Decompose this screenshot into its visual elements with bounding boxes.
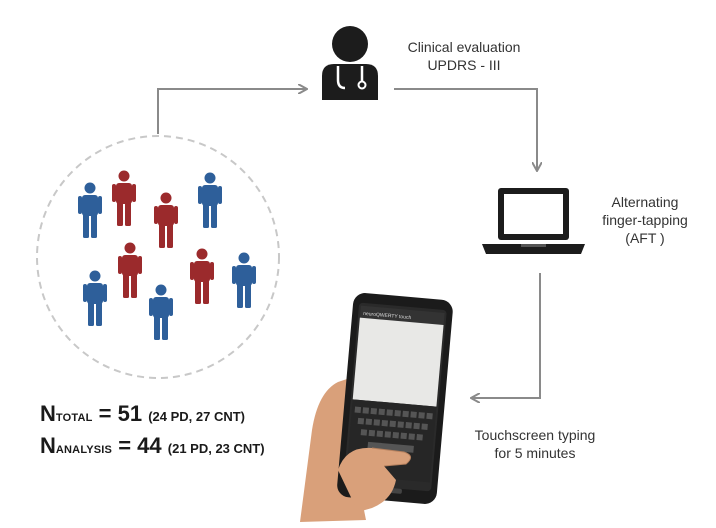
stat-analysis-detail: (21 PD, 23 CNT) — [167, 441, 265, 456]
aft-line1: Alternating — [611, 194, 679, 210]
stat-analysis: NANALYSIS = 44 (21 PD, 23 CNT) — [40, 433, 265, 459]
person-pd-icon — [112, 170, 136, 226]
arrow-to-aft — [394, 88, 537, 170]
phone-app-bar — [359, 305, 445, 325]
person-cnt-icon — [78, 182, 102, 238]
stat-analysis-subscript: ANALYSIS — [55, 444, 113, 456]
typing-label: Touchscreen typing for 5 minutes — [454, 426, 616, 462]
clinical-evaluation-label: Clinical evaluation UPDRS - III — [384, 38, 544, 74]
person-pd-icon — [190, 248, 214, 304]
stat-total-letter: N — [40, 401, 56, 426]
laptop-icon — [482, 188, 585, 254]
phone-app-title: neuroQWERTY touch — [363, 311, 412, 321]
hand-with-phone-illustration: neuroQWERTY touch — [300, 293, 453, 522]
population-circle — [36, 135, 280, 379]
person-cnt-icon — [232, 252, 256, 308]
typing-line2: for 5 minutes — [494, 445, 576, 461]
stat-total-subscript: TOTAL — [55, 412, 93, 424]
aft-line3: (AFT ) — [625, 230, 665, 246]
aft-line2: finger-tapping — [602, 212, 688, 228]
typing-line1: Touchscreen typing — [474, 427, 596, 443]
person-pd-icon — [118, 242, 142, 298]
clinical-evaluation-line2: UPDRS - III — [427, 57, 501, 73]
arrow-to-clinical — [157, 89, 306, 134]
person-cnt-icon — [83, 270, 107, 326]
clinical-evaluation-line1: Clinical evaluation — [407, 39, 521, 55]
stat-total-detail: (24 PD, 27 CNT) — [148, 409, 246, 424]
person-pd-icon — [154, 192, 178, 248]
aft-label: Alternating finger-tapping (AFT ) — [586, 193, 704, 247]
stat-total: NTOTAL = 51 (24 PD, 27 CNT) — [40, 401, 245, 427]
person-cnt-icon — [198, 172, 222, 228]
doctor-icon — [322, 26, 378, 100]
stat-total-value: = 51 — [92, 401, 149, 426]
stat-analysis-value: = 44 — [112, 433, 168, 458]
phone-screen — [352, 317, 444, 407]
person-cnt-icon — [149, 284, 173, 340]
arrow-to-typing — [472, 273, 541, 398]
stat-analysis-letter: N — [40, 433, 56, 458]
